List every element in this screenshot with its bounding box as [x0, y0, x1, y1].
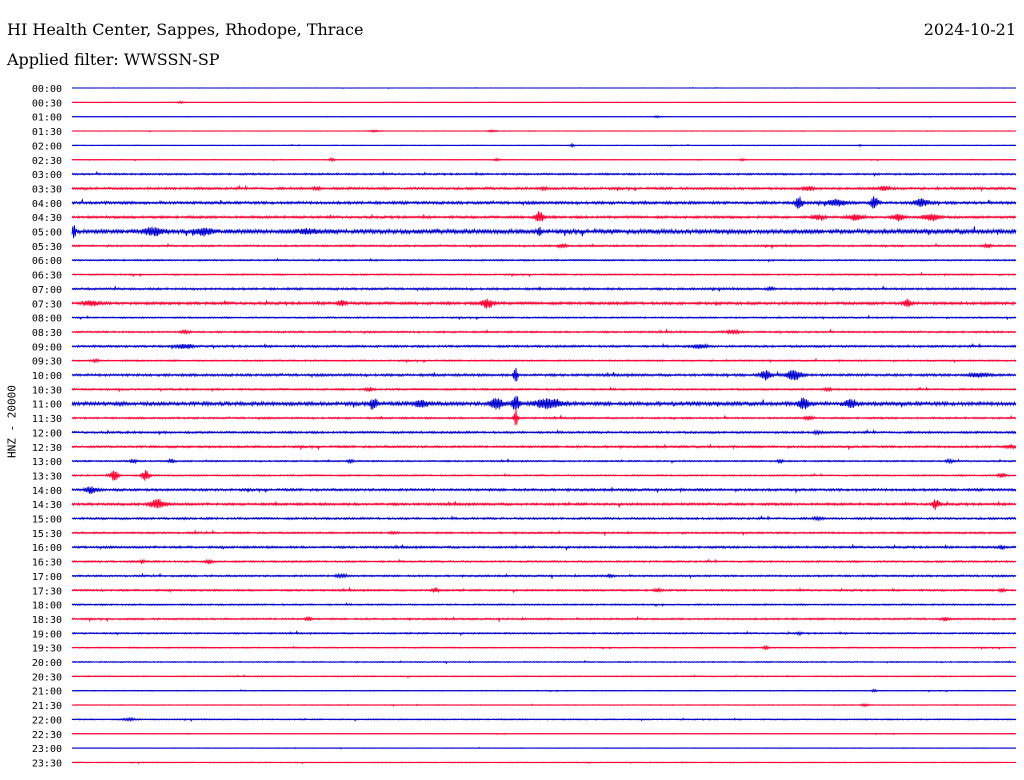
station-title: HI Health Center, Sappes, Rhodope, Thrac… — [7, 20, 364, 39]
time-tick-label: 21:30 — [32, 701, 62, 712]
time-tick-label: 06:30 — [32, 271, 62, 282]
time-tick-label: 10:00 — [32, 371, 62, 382]
time-tick-label: 21:00 — [32, 687, 62, 698]
trace-line — [71, 408, 1017, 426]
time-tick-label: 03:00 — [32, 170, 62, 181]
time-tick-label: 23:30 — [32, 758, 62, 769]
time-tick-label: 22:30 — [32, 730, 62, 741]
time-tick-label: 16:00 — [32, 543, 62, 554]
trace-line — [71, 211, 1017, 222]
time-tick-label: 04:30 — [32, 213, 62, 224]
time-tick-label: 17:30 — [32, 586, 62, 597]
time-tick-label: 12:30 — [32, 443, 62, 454]
time-tick-label: 14:00 — [32, 486, 62, 497]
record-date: 2024-10-21 — [923, 20, 1016, 39]
time-tick-label: 14:30 — [32, 500, 62, 511]
time-tick-label: 13:00 — [32, 457, 62, 468]
time-tick-label: 13:30 — [32, 471, 62, 482]
filter-label: Applied filter: WWSSN-SP — [7, 50, 220, 69]
time-tick-label: 18:00 — [32, 601, 62, 612]
time-tick-label: 11:00 — [32, 400, 62, 411]
time-tick-label: 22:00 — [32, 715, 62, 726]
time-tick-label: 01:30 — [32, 127, 62, 138]
time-tick-label: 23:00 — [32, 744, 62, 755]
time-tick-label: 15:00 — [32, 515, 62, 526]
time-tick-label: 19:00 — [32, 629, 62, 640]
time-tick-label: 02:30 — [32, 156, 62, 167]
time-tick-label: 01:00 — [32, 113, 62, 124]
time-tick-label: 05:30 — [32, 242, 62, 253]
time-tick-label: 02:00 — [32, 141, 62, 152]
time-tick-label: 04:00 — [32, 199, 62, 210]
time-tick-label: 10:30 — [32, 385, 62, 396]
time-tick-label: 17:00 — [32, 572, 62, 583]
time-tick-label: 07:00 — [32, 285, 62, 296]
time-tick-label: 20:00 — [32, 658, 62, 669]
time-tick-label: 19:30 — [32, 644, 62, 655]
time-tick-label: 18:30 — [32, 615, 62, 626]
time-tick-label: 12:00 — [32, 428, 62, 439]
time-tick-label: 00:00 — [32, 84, 62, 95]
trace-line — [71, 396, 1017, 410]
time-tick-label: 00:30 — [32, 98, 62, 109]
time-tick-label: 07:30 — [32, 299, 62, 310]
time-tick-label: 08:30 — [32, 328, 62, 339]
time-tick-label: 09:30 — [32, 357, 62, 368]
time-tick-label: 03:30 — [32, 184, 62, 195]
time-tick-label: 09:00 — [32, 342, 62, 353]
time-tick-label: 15:30 — [32, 529, 62, 540]
time-tick-label: 08:00 — [32, 314, 62, 325]
time-tick-label: 05:00 — [32, 228, 62, 239]
time-tick-label: 11:30 — [32, 414, 62, 425]
time-tick-label: 16:30 — [32, 558, 62, 569]
time-tick-label: 06:00 — [32, 256, 62, 267]
time-tick-label: 20:30 — [32, 672, 62, 683]
